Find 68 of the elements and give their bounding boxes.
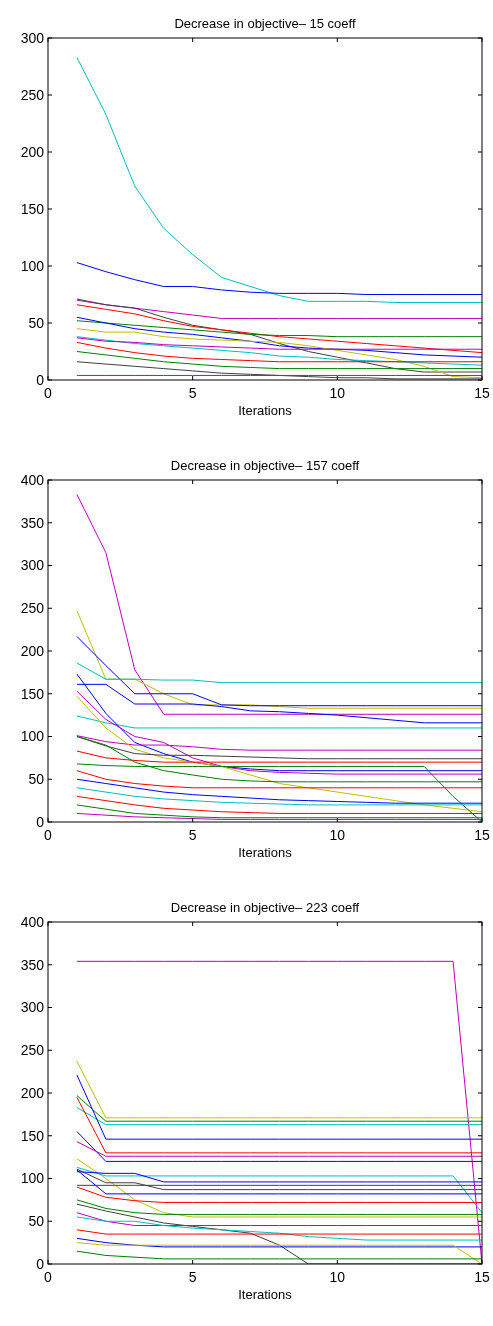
x-tick-label: 5 xyxy=(188,1269,197,1285)
y-tick-label: 150 xyxy=(20,1127,45,1144)
line-series xyxy=(76,262,482,295)
x-tick-label: 15 xyxy=(474,385,490,401)
y-tick-label: 100 xyxy=(20,728,45,745)
line-series xyxy=(76,1158,482,1218)
y-tick-label: 200 xyxy=(20,143,45,160)
line-series xyxy=(76,1186,482,1203)
y-tick-label: 250 xyxy=(20,1042,45,1059)
line-series xyxy=(76,1250,482,1260)
x-tick-label: 10 xyxy=(329,827,346,843)
x-tick-label: 5 xyxy=(188,385,197,401)
y-tick-label: 250 xyxy=(20,600,45,617)
line-series xyxy=(76,328,482,379)
y-tick-label: 0 xyxy=(36,1255,45,1272)
line-series xyxy=(76,494,482,715)
chart-title: Decrease in objective– 157 coeff xyxy=(170,458,360,473)
y-tick-label: 50 xyxy=(28,314,45,331)
line-series xyxy=(76,778,482,804)
line-series xyxy=(76,750,482,763)
line-series xyxy=(76,662,482,684)
x-axis-title: Iterations xyxy=(238,845,293,860)
line-series xyxy=(76,320,482,338)
y-tick-label: 350 xyxy=(20,514,45,531)
y-tick-label: 400 xyxy=(20,913,45,930)
line-series xyxy=(76,351,482,370)
x-axis-title: Iterations xyxy=(238,403,293,418)
line-series xyxy=(76,770,482,789)
line-series xyxy=(76,795,482,814)
y-tick-label: 0 xyxy=(36,813,45,830)
x-tick-label: 5 xyxy=(188,827,197,843)
y-tick-label: 350 xyxy=(20,956,45,973)
y-tick-label: 100 xyxy=(20,1170,45,1187)
y-tick-label: 300 xyxy=(20,29,45,46)
line-series xyxy=(76,316,482,358)
x-tick-label: 10 xyxy=(329,385,346,401)
line-series xyxy=(76,361,482,380)
line-series xyxy=(76,56,482,303)
line-series xyxy=(76,787,482,806)
line-series xyxy=(76,610,482,709)
line-series xyxy=(76,1216,482,1241)
y-tick-label: 250 xyxy=(20,86,45,103)
y-tick-label: 50 xyxy=(28,771,45,788)
line-series xyxy=(76,690,482,775)
y-tick-label: 50 xyxy=(28,1213,45,1230)
y-tick-label: 150 xyxy=(20,685,45,702)
y-tick-label: 150 xyxy=(20,200,45,217)
x-tick-label: 10 xyxy=(329,1269,346,1285)
x-tick-label: 15 xyxy=(474,1269,490,1285)
x-tick-label: 15 xyxy=(474,827,490,843)
y-tick-label: 200 xyxy=(20,642,45,659)
y-tick-label: 300 xyxy=(20,999,45,1016)
line-series xyxy=(76,1237,482,1248)
line-series xyxy=(76,299,482,319)
y-tick-label: 0 xyxy=(36,371,45,388)
line-series xyxy=(76,298,482,373)
line-series xyxy=(76,337,482,350)
chart-title: Decrease in objective– 15 coeff xyxy=(174,16,356,31)
line-series xyxy=(76,304,482,354)
line-series xyxy=(76,1199,482,1215)
y-tick-label: 100 xyxy=(20,257,45,274)
chart-title: Decrease in objective– 223 coeff xyxy=(170,900,360,915)
line-series xyxy=(76,673,482,772)
line-series xyxy=(76,695,482,813)
x-axis-title: Iterations xyxy=(238,1287,293,1302)
y-tick-label: 400 xyxy=(20,471,45,488)
y-tick-label: 200 xyxy=(20,1084,45,1101)
y-tick-label: 300 xyxy=(20,557,45,574)
